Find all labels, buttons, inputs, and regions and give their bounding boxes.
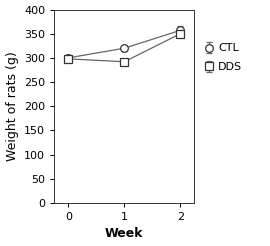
X-axis label: Week: Week [105, 228, 144, 240]
Legend: CTL, DDS: CTL, DDS [203, 42, 244, 74]
Y-axis label: Weight of rats (g): Weight of rats (g) [6, 51, 19, 161]
